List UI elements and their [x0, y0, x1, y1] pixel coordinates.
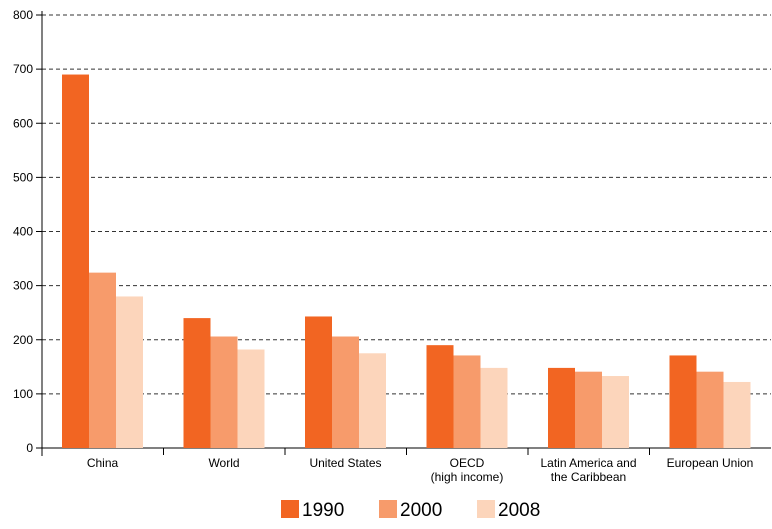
legend: 1990 2000 2008 [281, 500, 540, 521]
bar [696, 371, 724, 448]
x-tick-label: China [87, 456, 119, 470]
bar [480, 367, 508, 448]
gridlines [42, 14, 771, 395]
bar [305, 316, 332, 448]
x-tick-label: (high income) [431, 470, 504, 484]
x-tick-label: European Union [667, 456, 754, 470]
y-tick-label: 200 [13, 333, 33, 347]
legend-label: 1990 [302, 500, 344, 521]
y-tick-label: 800 [13, 8, 33, 22]
legend-swatch [281, 500, 299, 518]
x-tick-label: OECD [450, 456, 485, 470]
x-tick-label: United States [309, 456, 381, 470]
x-tick-label: Latin America and [540, 456, 636, 470]
bar [237, 349, 265, 448]
bar [359, 353, 386, 448]
legend-label: 2008 [498, 500, 540, 521]
y-tick-label: 300 [13, 279, 33, 293]
bar [62, 74, 89, 448]
y-tick-label: 0 [26, 441, 33, 455]
axes [36, 11, 771, 456]
x-tick-label: World [208, 456, 239, 470]
legend-swatch [477, 500, 495, 518]
bar [453, 355, 481, 448]
bar [548, 367, 575, 448]
bar [183, 318, 211, 448]
y-axis-ticks: 0 100 200 300 400 500 600 700 800 [13, 8, 42, 455]
bar [669, 355, 697, 448]
bars [62, 74, 751, 448]
bar [210, 336, 238, 448]
y-tick-label: 700 [13, 62, 33, 76]
x-tick-label: the Caribbean [551, 470, 626, 484]
bar [116, 296, 143, 448]
bar [89, 272, 116, 448]
bar [426, 345, 454, 448]
y-tick-label: 500 [13, 170, 33, 184]
bar [723, 381, 751, 448]
y-tick-label: 400 [13, 225, 33, 239]
bar [575, 371, 602, 448]
legend-label: 2000 [400, 500, 442, 521]
bar [332, 336, 359, 448]
y-tick-label: 100 [13, 387, 33, 401]
x-axis-labels: China World United States OECD(high income)… [87, 456, 754, 484]
y-tick-label: 600 [13, 116, 33, 130]
legend-swatch [379, 500, 397, 518]
bar [602, 376, 629, 448]
